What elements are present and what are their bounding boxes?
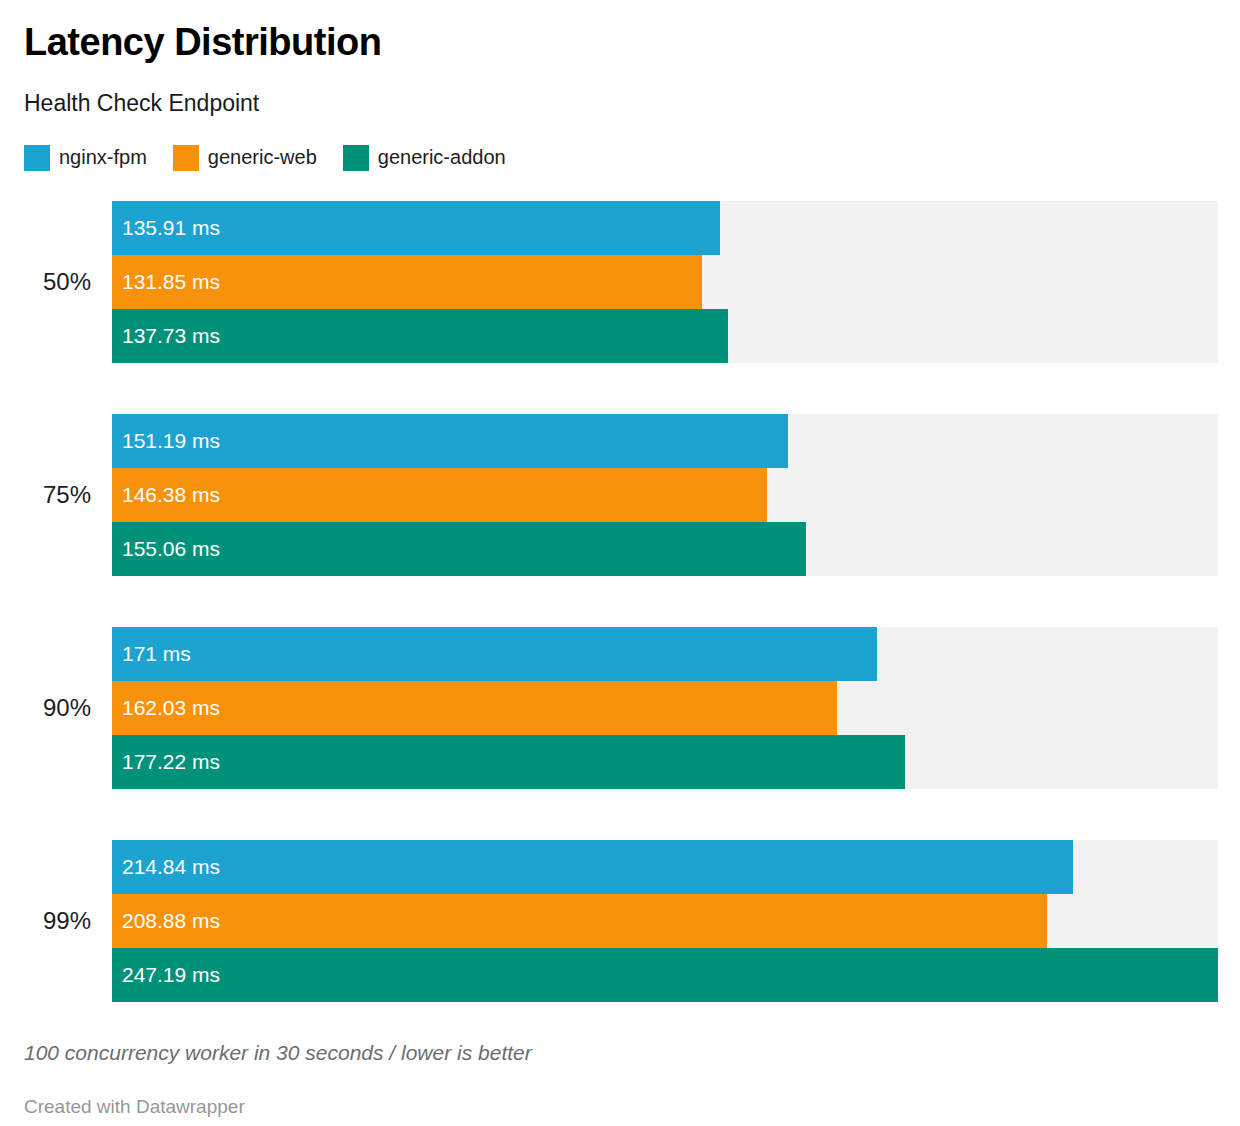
bar-value-label: 177.22 ms xyxy=(112,750,220,774)
bar-generic-web: 208.88 ms xyxy=(112,894,1047,948)
bar-track: 135.91 ms 131.85 ms 137.73 ms xyxy=(112,201,1218,363)
bar-value-label: 131.85 ms xyxy=(112,270,220,294)
bar-value-label: 162.03 ms xyxy=(112,696,220,720)
chart-subtitle: Health Check Endpoint xyxy=(24,90,1218,117)
chart-title: Latency Distribution xyxy=(24,20,1218,66)
bar-group-75pct: 75%151.19 ms 146.38 ms 155.06 ms xyxy=(24,414,1218,576)
bar-generic-addon: 177.22 ms xyxy=(112,735,905,789)
footer-note: 100 concurrency worker in 30 seconds / l… xyxy=(24,1041,1218,1065)
bar-group-99pct: 99%214.84 ms 208.88 ms 247.19 ms xyxy=(24,840,1218,1002)
legend-label: nginx-fpm xyxy=(59,146,147,169)
category-label: 50% xyxy=(24,201,112,363)
bar-generic-web: 162.03 ms xyxy=(112,681,837,735)
bar-generic-addon: 155.06 ms xyxy=(112,522,806,576)
bar-nginx-fpm: 135.91 ms xyxy=(112,201,720,255)
bar-nginx-fpm: 214.84 ms xyxy=(112,840,1073,894)
datawrapper-credit-link[interactable]: Created with Datawrapper xyxy=(24,1096,245,1118)
bar-track: 214.84 ms 208.88 ms 247.19 ms xyxy=(112,840,1218,1002)
bar-value-label: 247.19 ms xyxy=(112,963,220,987)
bar-track: 151.19 ms 146.38 ms 155.06 ms xyxy=(112,414,1218,576)
bar-value-label: 155.06 ms xyxy=(112,537,220,561)
bar-track: 171 ms 162.03 ms 177.22 ms xyxy=(112,627,1218,789)
bar-value-label: 137.73 ms xyxy=(112,324,220,348)
bar-generic-web: 146.38 ms xyxy=(112,468,767,522)
legend-swatch-icon xyxy=(173,145,199,171)
bar-nginx-fpm: 151.19 ms xyxy=(112,414,788,468)
legend-swatch-icon xyxy=(24,145,50,171)
bar-group-50pct: 50%135.91 ms 131.85 ms 137.73 ms xyxy=(24,201,1218,363)
chart-container: Latency Distribution Health Check Endpoi… xyxy=(0,0,1240,1118)
bar-value-label: 146.38 ms xyxy=(112,483,220,507)
legend-label: generic-addon xyxy=(378,146,506,169)
bar-value-label: 135.91 ms xyxy=(112,216,220,240)
legend-swatch-icon xyxy=(343,145,369,171)
bar-nginx-fpm: 171 ms xyxy=(112,627,877,681)
legend-item-generic-addon: generic-addon xyxy=(343,145,506,171)
category-label: 99% xyxy=(24,840,112,1002)
bar-value-label: 151.19 ms xyxy=(112,429,220,453)
bar-value-label: 214.84 ms xyxy=(112,855,220,879)
bar-value-label: 208.88 ms xyxy=(112,909,220,933)
bar-chart: 50%135.91 ms 131.85 ms 137.73 ms 75%151.19 … xyxy=(24,201,1218,1002)
bar-generic-addon: 247.19 ms xyxy=(112,948,1218,1002)
legend-label: generic-web xyxy=(208,146,317,169)
legend: nginx-fpm generic-web generic-addon xyxy=(24,145,1218,171)
legend-item-generic-web: generic-web xyxy=(173,145,317,171)
bar-generic-addon: 137.73 ms xyxy=(112,309,728,363)
category-label: 75% xyxy=(24,414,112,576)
bar-group-90pct: 90%171 ms 162.03 ms 177.22 ms xyxy=(24,627,1218,789)
legend-item-nginx-fpm: nginx-fpm xyxy=(24,145,147,171)
category-label: 90% xyxy=(24,627,112,789)
bar-generic-web: 131.85 ms xyxy=(112,255,702,309)
bar-value-label: 171 ms xyxy=(112,642,191,666)
